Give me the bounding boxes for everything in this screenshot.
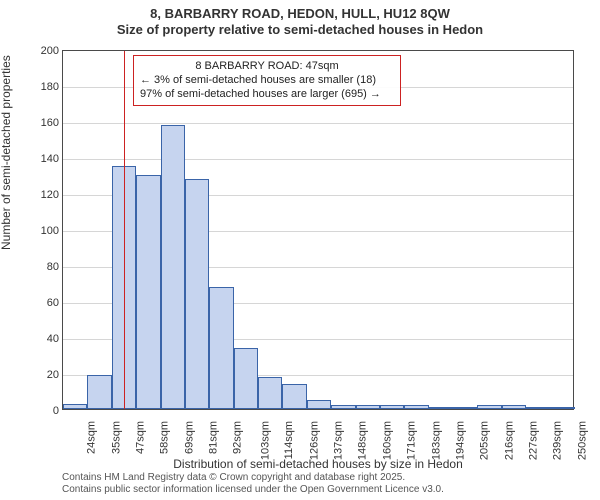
xtick-label: 35sqm xyxy=(110,421,122,454)
chart-title-line1: 8, BARBARRY ROAD, HEDON, HULL, HU12 8QW xyxy=(0,6,600,22)
histogram-bar xyxy=(307,400,331,409)
xtick-label: 103sqm xyxy=(259,421,271,460)
ytick-label: 80 xyxy=(29,261,59,273)
xtick-label: 171sqm xyxy=(406,421,418,460)
ytick-label: 200 xyxy=(29,45,59,57)
xtick-label: 47sqm xyxy=(134,421,146,454)
histogram-bar xyxy=(136,175,160,409)
x-axis-label: Distribution of semi-detached houses by … xyxy=(62,457,574,471)
xtick-label: 24sqm xyxy=(86,421,98,454)
histogram-bar xyxy=(87,375,111,409)
xtick-label: 227sqm xyxy=(528,421,540,460)
histogram-bar xyxy=(282,384,306,409)
xtick-label: 250sqm xyxy=(576,421,588,460)
gridline xyxy=(63,123,573,124)
xtick-label: 194sqm xyxy=(454,421,466,460)
histogram-bar xyxy=(429,407,453,409)
attribution-line2: Contains public sector information licen… xyxy=(62,484,444,496)
histogram-bar xyxy=(161,125,185,409)
histogram-bar xyxy=(234,348,258,409)
histogram-bar xyxy=(63,404,87,409)
plot-area: 02040608010012014016018020024sqm35sqm47s… xyxy=(62,50,574,410)
xtick-label: 81sqm xyxy=(208,421,220,454)
ytick-label: 20 xyxy=(29,369,59,381)
attribution-block: Contains HM Land Registry data © Crown c… xyxy=(62,472,444,496)
ytick-label: 60 xyxy=(29,297,59,309)
ytick-label: 140 xyxy=(29,153,59,165)
xtick-label: 205sqm xyxy=(479,421,491,460)
property-size-chart: 8, BARBARRY ROAD, HEDON, HULL, HU12 8QW … xyxy=(0,0,600,500)
histogram-bar xyxy=(453,407,477,409)
callout-line: 97% of semi-detached houses are larger (… xyxy=(140,88,394,102)
ytick-label: 120 xyxy=(29,189,59,201)
histogram-bar xyxy=(502,405,526,409)
xtick-label: 216sqm xyxy=(503,421,515,460)
callout-line: ← 3% of semi-detached houses are smaller… xyxy=(140,74,394,88)
histogram-bar xyxy=(331,405,355,409)
chart-title-line2: Size of property relative to semi-detach… xyxy=(0,22,600,38)
xtick-label: 137sqm xyxy=(333,421,345,460)
ytick-label: 40 xyxy=(29,333,59,345)
xtick-label: 239sqm xyxy=(552,421,564,460)
ytick-label: 100 xyxy=(29,225,59,237)
chart-title-block: 8, BARBARRY ROAD, HEDON, HULL, HU12 8QW … xyxy=(0,6,600,39)
ytick-label: 160 xyxy=(29,117,59,129)
histogram-bar xyxy=(404,405,428,409)
xtick-label: 126sqm xyxy=(308,421,320,460)
xtick-label: 160sqm xyxy=(381,421,393,460)
xtick-label: 148sqm xyxy=(357,421,369,460)
histogram-bar xyxy=(477,405,501,409)
xtick-label: 183sqm xyxy=(430,421,442,460)
ytick-label: 0 xyxy=(29,405,59,417)
xtick-label: 58sqm xyxy=(159,421,171,454)
callout-line: 8 BARBARRY ROAD: 47sqm xyxy=(140,60,394,74)
histogram-bar xyxy=(380,405,404,409)
attribution-line1: Contains HM Land Registry data © Crown c… xyxy=(62,472,444,484)
gridline xyxy=(63,159,573,160)
histogram-bar xyxy=(551,407,575,409)
xtick-label: 69sqm xyxy=(183,421,195,454)
reference-line xyxy=(124,51,125,409)
histogram-bar xyxy=(526,407,550,409)
xtick-label: 114sqm xyxy=(283,421,295,459)
histogram-bar xyxy=(258,377,282,409)
xtick-label: 92sqm xyxy=(232,421,244,454)
ytick-label: 180 xyxy=(29,81,59,93)
y-axis-label: Number of semi-detached properties xyxy=(0,55,13,250)
histogram-bar xyxy=(209,287,233,409)
histogram-bar xyxy=(185,179,209,409)
callout-box: 8 BARBARRY ROAD: 47sqm← 3% of semi-detac… xyxy=(133,55,401,106)
histogram-bar xyxy=(356,405,380,409)
